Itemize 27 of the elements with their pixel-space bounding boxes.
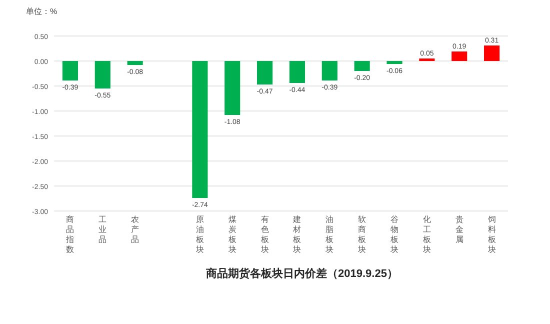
x-tick-label: 油脂板块 [324,215,334,254]
x-tick-label: 贵金属 [455,215,464,244]
x-tick-label: 有色板块 [260,215,269,254]
x-tick-label: 煤炭板块 [227,215,236,254]
bar [224,61,240,115]
bar [257,61,273,84]
x-tick-label: 农产品 [131,215,140,244]
x-tick-label: 化工板块 [422,215,431,254]
x-tick-label: 商品指数 [65,215,74,254]
x-tick-label: 建材板块 [292,215,302,254]
bar [94,61,110,88]
bar [354,61,370,71]
bar [452,52,468,61]
x-tick-label: 软商板块 [357,215,366,254]
bar [127,61,143,65]
x-tick-label: 谷物板块 [390,215,398,254]
text: 商品期货各板块日内价差（2019.9.25） [205,267,398,280]
bar [192,61,208,198]
x-tick-label: 饲料板块 [486,215,496,254]
bar [62,61,78,80]
bar [386,61,402,64]
bar [484,46,500,61]
x-tick-label: 工业品 [98,215,107,244]
x-tick-label: 原油板块 [194,215,204,254]
bar [322,61,338,80]
y-axis-title: 单位：% [26,7,58,16]
bar [289,61,305,83]
